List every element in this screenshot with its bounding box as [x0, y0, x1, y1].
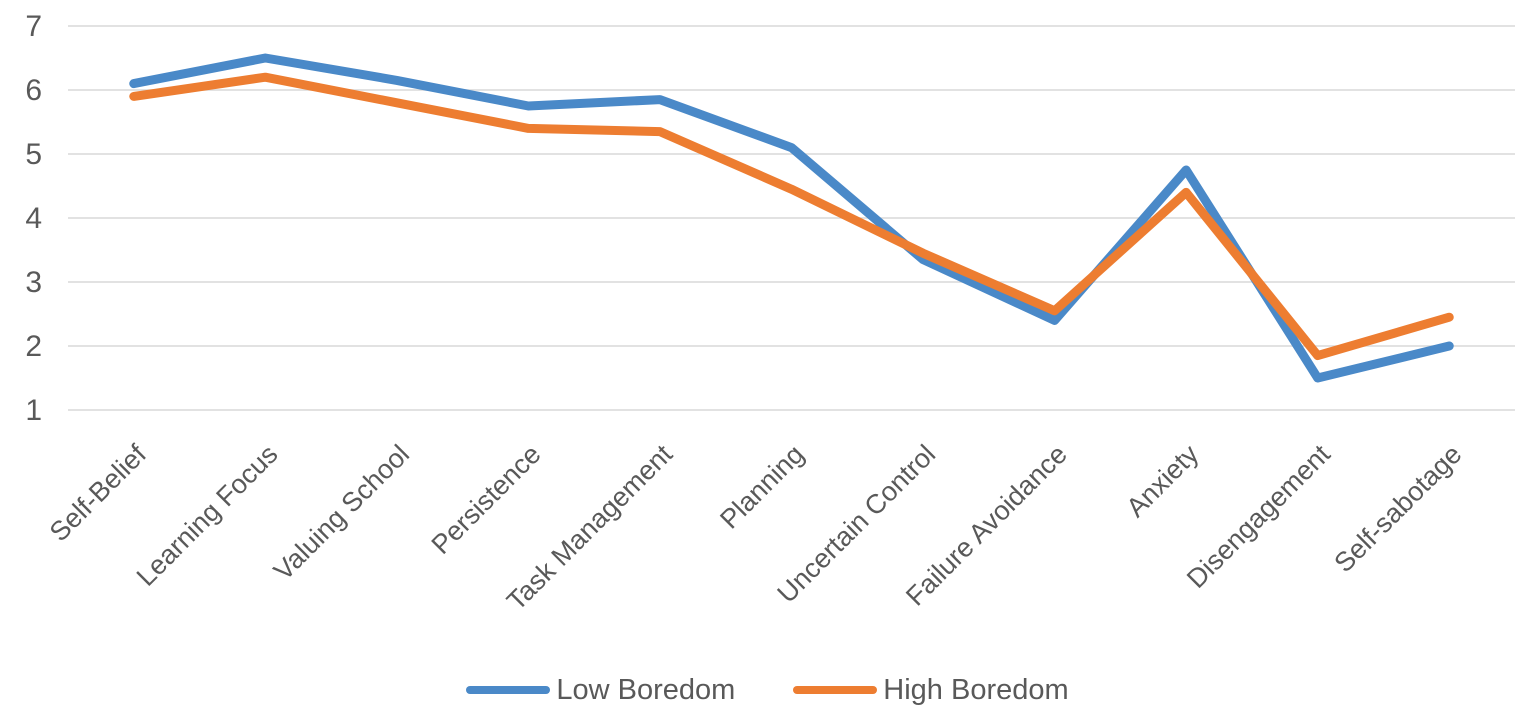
y-axis-tick-label: 5 — [25, 138, 42, 171]
chart-legend: Low Boredom High Boredom — [0, 668, 1535, 712]
y-axis-tick-label: 1 — [25, 394, 42, 427]
x-axis-category-label: Persistence — [426, 439, 547, 560]
y-axis-tick-label: 2 — [25, 330, 42, 363]
y-axis-tick-label: 7 — [25, 10, 42, 43]
x-axis-category-label: Disengagement — [1181, 439, 1336, 594]
x-axis-category-label: Valuing School — [268, 439, 415, 586]
legend-item-low-boredom: Low Boredom — [466, 674, 735, 707]
x-axis-category-label: Learning Focus — [131, 439, 284, 592]
x-axis-category-label: Self-Belief — [44, 439, 153, 548]
x-axis-category-label: Planning — [714, 439, 810, 535]
x-axis-category-label: Anxiety — [1121, 439, 1205, 523]
series-line-high-boredom — [129, 72, 1454, 361]
legend-item-high-boredom: High Boredom — [793, 673, 1069, 707]
x-axis-category-label: Self-sabotage — [1328, 439, 1467, 578]
y-axis-tick-label: 6 — [25, 74, 42, 107]
y-axis-tick-label: 3 — [25, 266, 42, 299]
high-boredom-line-swatch — [793, 686, 878, 694]
y-axis-tick-label: 4 — [25, 202, 42, 235]
legend-label-low-boredom: Low Boredom — [556, 673, 736, 706]
low-boredom-line-swatch — [466, 686, 551, 694]
legend-label-high-boredom: High Boredom — [883, 673, 1069, 706]
series-line-low-boredom — [129, 53, 1454, 383]
